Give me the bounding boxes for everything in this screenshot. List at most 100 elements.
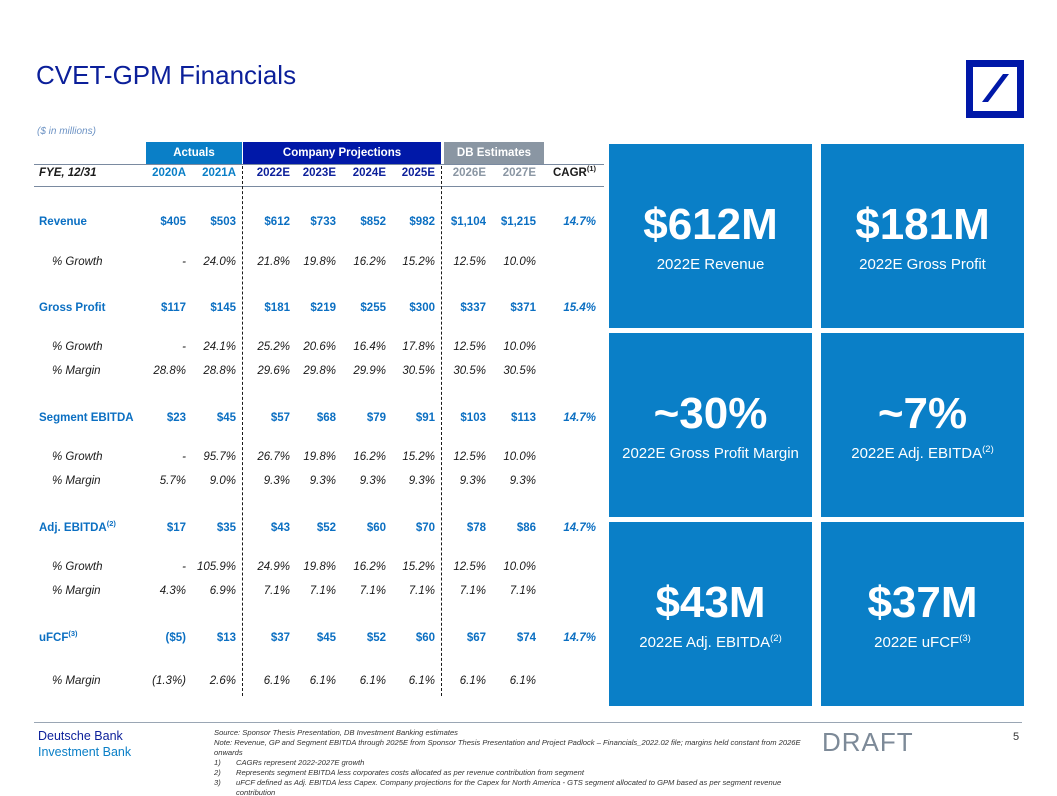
divider-projections	[441, 166, 442, 696]
table-cell: 29.9%	[353, 365, 386, 377]
row-label: % Margin	[52, 675, 101, 687]
band-company-projections: Company Projections	[243, 142, 441, 164]
table-row: Segment EBITDA $23 $45 $57 $68 $79 $91 $103 $113…	[0, 412, 610, 430]
table-cell: $86	[516, 522, 536, 534]
kpi-value: $181M	[855, 200, 990, 249]
table-cell: $982	[409, 216, 435, 228]
table-row: % Margin (1.3%) 2.6% 6.1% 6.1% 6.1% 6.1% 6.1% 6.…	[0, 675, 610, 693]
table-cell: 4.3%	[159, 585, 186, 597]
bank-division: Investment Bank	[38, 745, 132, 759]
band-db-estimates: DB Estimates	[444, 142, 544, 164]
table-row: uFCF(3) ($5) $13 $37 $45 $52 $60 $67 $74 14.7%	[0, 629, 610, 650]
table-cell: 10.0%	[503, 561, 536, 573]
table-cell: $70	[415, 522, 435, 534]
col-header: 2025E	[401, 167, 435, 179]
kpi-tile: $181M 2022E Gross Profit	[821, 144, 1024, 328]
table-cell: 6.1%	[509, 675, 536, 687]
table-cell: 19.8%	[303, 451, 336, 463]
kpi-value: $43M	[655, 578, 766, 627]
table-cell: $67	[466, 632, 486, 644]
table-cell: -	[182, 451, 186, 463]
row-label: Gross Profit	[39, 302, 106, 314]
table-cell: 30.5%	[402, 365, 435, 377]
table-cell: 7.1%	[408, 585, 435, 597]
kpi-tile: $612M 2022E Revenue	[609, 144, 812, 328]
table-cell: 29.6%	[257, 365, 290, 377]
table-cell: $52	[316, 522, 336, 534]
table-cell: 9.0%	[209, 475, 236, 487]
col-header: 2021A	[202, 167, 236, 179]
table-cell: $371	[510, 302, 536, 314]
table-cell: 105.9%	[196, 561, 236, 573]
table-cell: $733	[310, 216, 336, 228]
col-header: 2020A	[152, 167, 186, 179]
row-label: % Margin	[52, 585, 101, 597]
table-cell: -	[182, 341, 186, 353]
kpi-tile: $43M 2022E Adj. EBITDA(2)	[609, 522, 812, 706]
fiscal-year-label: FYE, 12/31	[39, 167, 97, 179]
col-header-cagr: CAGR(1)	[552, 164, 596, 179]
table-cell: $503	[210, 216, 236, 228]
table-cell: $35	[216, 522, 236, 534]
table-cell: 19.8%	[303, 256, 336, 268]
kpi-caption: 2022E Revenue	[656, 256, 765, 273]
col-header: 2022E	[256, 167, 290, 179]
kpi-caption: 2022E Gross Profit Margin	[622, 445, 799, 462]
table-cell: $57	[270, 412, 290, 424]
table-cell: 12.5%	[453, 451, 486, 463]
table-cell: $255	[360, 302, 386, 314]
table-cell: 12.5%	[453, 341, 486, 353]
table-cell: $60	[415, 632, 435, 644]
table-cell: $103	[460, 412, 486, 424]
row-label: % Growth	[52, 341, 103, 353]
footnotes: Source: Sponsor Thesis Presentation, DB …	[214, 728, 814, 796]
table-row: % Margin 4.3% 6.9% 7.1% 7.1% 7.1% 7.1% 7.1% 7.1%	[0, 585, 610, 603]
row-label: % Growth	[52, 256, 103, 268]
table-cell: 14.7%	[563, 412, 596, 424]
table-cell: 10.0%	[503, 341, 536, 353]
table-cell: $13	[216, 632, 236, 644]
table-cell: 9.3%	[263, 475, 290, 487]
general-note: Note: Revenue, GP and Segment EBITDA thr…	[214, 738, 801, 757]
table-cell: -	[182, 561, 186, 573]
table-cell: $79	[366, 412, 386, 424]
page-title: CVET-GPM Financials	[36, 60, 297, 90]
table-cell: 12.5%	[453, 561, 486, 573]
deutsche-bank-logo	[966, 60, 1024, 118]
row-label: uFCF(3)	[39, 629, 78, 644]
table-cell: $145	[210, 302, 236, 314]
table-cell: 9.3%	[309, 475, 336, 487]
table-cell: 6.1%	[309, 675, 336, 687]
kpi-tile: ~7% 2022E Adj. EBITDA(2)	[821, 333, 1024, 517]
table-cell: 6.9%	[209, 585, 236, 597]
table-row: Revenue $405 $503 $612 $733 $852 $982 $1,104 $1,…	[0, 216, 610, 234]
table-cell: $78	[466, 522, 486, 534]
table-cell: 16.4%	[353, 341, 386, 353]
kpi-caption: 2022E Adj. EBITDA(2)	[639, 633, 782, 651]
table-cell: 14.7%	[563, 216, 596, 228]
kpi-tile: ~30% 2022E Gross Profit Margin	[609, 333, 812, 517]
table-cell: $612	[264, 216, 290, 228]
table-cell: 6.1%	[359, 675, 386, 687]
table-cell: $852	[360, 216, 386, 228]
table-cell: 17.8%	[402, 341, 435, 353]
table-cell: 95.7%	[203, 451, 236, 463]
col-header: 2027E	[502, 167, 536, 179]
table-cell: $337	[460, 302, 486, 314]
table-cell: $181	[264, 302, 290, 314]
table-cell: $23	[166, 412, 186, 424]
table-cell: 6.1%	[263, 675, 290, 687]
table-cell: $43	[270, 522, 290, 534]
table-cell: 21.8%	[257, 256, 290, 268]
table-cell: 14.7%	[563, 632, 596, 644]
table-cell: $60	[366, 522, 386, 534]
table-row: % Growth -105.9% 24.9% 19.8% 16.2% 15.2% 12.5%…	[0, 561, 610, 579]
table-cell: $1,215	[500, 216, 536, 228]
table-cell: 10.0%	[503, 256, 536, 268]
table-cell: 15.2%	[402, 451, 435, 463]
row-label: Revenue	[39, 216, 87, 228]
table-cell: 30.5%	[453, 365, 486, 377]
kpi-caption: 2022E uFCF(3)	[874, 633, 971, 651]
table-cell: 7.1%	[459, 585, 486, 597]
table-cell: 16.2%	[353, 256, 386, 268]
